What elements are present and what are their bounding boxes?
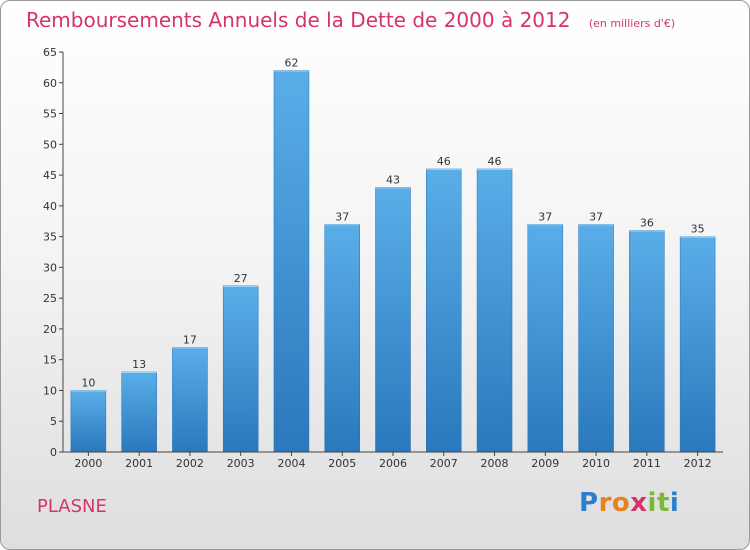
x-tick-label: 2005: [328, 457, 356, 470]
y-tick-label: 30: [43, 261, 57, 274]
logo-letter: o: [611, 488, 631, 518]
x-tick-label: 2009: [531, 457, 559, 470]
bar-2004: [273, 70, 310, 453]
y-tick-label: 25: [43, 292, 57, 305]
logo-letter: i: [669, 488, 680, 518]
logo-letter: x: [630, 488, 648, 518]
y-tick-label: 45: [43, 169, 57, 182]
x-tick-label: 2000: [74, 457, 102, 470]
bar-value-label: 10: [81, 376, 95, 389]
bar-value-label: 37: [335, 210, 349, 223]
x-tick-label: 2010: [582, 457, 610, 470]
bar-2010: [578, 224, 614, 453]
bar-value-label: 46: [437, 155, 451, 168]
bar-2005: [324, 224, 360, 453]
x-tick-label: 2002: [176, 457, 204, 470]
y-tick-label: 60: [43, 77, 57, 90]
x-tick-label: 2003: [227, 457, 255, 470]
bar-value-label: 37: [589, 210, 603, 223]
bar-value-label: 36: [640, 216, 654, 229]
y-tick-label: 35: [43, 231, 57, 244]
bar-2008: [476, 168, 513, 453]
bar-2001: [121, 371, 157, 453]
y-tick-label: 40: [43, 200, 57, 213]
bar-value-label: 37: [538, 210, 552, 223]
logo-letter: t: [656, 488, 670, 518]
bar-value-label: 17: [183, 333, 197, 346]
y-tick-label: 50: [43, 138, 57, 151]
x-tick-label: 2004: [277, 457, 305, 470]
bar-value-label: 35: [691, 223, 705, 236]
bar-value-label: 43: [386, 173, 400, 186]
chart-title-text: Remboursements Annuels de la Dette de 20…: [26, 8, 571, 32]
logo-letter: r: [598, 488, 612, 518]
bar-2000: [70, 390, 107, 453]
bar-2009: [527, 224, 564, 453]
x-tick-label: 2001: [125, 457, 153, 470]
logo-letter: i: [647, 488, 657, 518]
bar-2012: [679, 236, 716, 453]
proxiti-logo: Proxiti: [579, 488, 679, 518]
commune-name: PLASNE: [37, 496, 107, 517]
x-tick-label: 2012: [684, 457, 712, 470]
y-tick-label: 0: [50, 446, 57, 459]
bar-2002: [172, 347, 208, 453]
bar-2006: [375, 187, 411, 453]
y-tick-label: 65: [43, 46, 57, 59]
bar-2011: [629, 230, 665, 453]
bar-2007: [426, 168, 462, 453]
x-tick-label: 2011: [633, 457, 661, 470]
y-tick-label: 5: [50, 415, 57, 428]
x-tick-label: 2008: [481, 457, 509, 470]
y-tick-label: 15: [43, 354, 57, 367]
chart-subtitle: (en milliers d'€): [588, 17, 676, 30]
logo-letter: P: [579, 488, 599, 518]
bar-2003: [222, 285, 259, 453]
x-tick-label: 2007: [430, 457, 458, 470]
y-tick-label: 55: [43, 108, 57, 121]
bar-value-label: 62: [284, 56, 298, 69]
bar-value-label: 27: [234, 272, 248, 285]
chart-title: Remboursements Annuels de la Dette de 20…: [26, 8, 675, 32]
x-tick-label: 2006: [379, 457, 407, 470]
y-tick-label: 20: [43, 323, 57, 336]
bar-value-label: 46: [488, 155, 502, 168]
y-tick-label: 10: [43, 384, 57, 397]
bar-value-label: 13: [132, 358, 146, 371]
